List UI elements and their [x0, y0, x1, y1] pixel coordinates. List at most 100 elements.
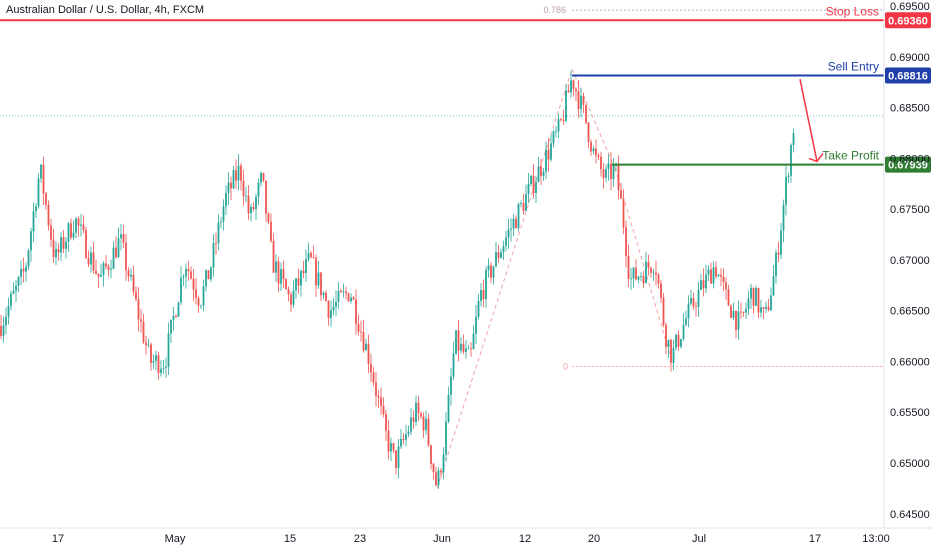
candle-body [447, 394, 450, 422]
candle-body [647, 261, 650, 268]
candle-body [55, 249, 57, 258]
candle-body [180, 277, 182, 303]
candle-body [560, 119, 562, 120]
candle-body [0, 325, 2, 336]
candle-body [237, 165, 240, 181]
candle-body [580, 95, 582, 110]
candle-body [267, 213, 270, 222]
candle-body [380, 397, 382, 406]
candle-body [467, 348, 470, 350]
candle-body [597, 155, 600, 157]
candle-body [525, 193, 527, 211]
candle-body [340, 290, 342, 293]
candle-body [162, 367, 165, 369]
candle-body [442, 454, 445, 473]
candle-body [202, 286, 205, 306]
arrow-shaft [799, 79, 818, 162]
candle-body [390, 443, 392, 452]
candle-body [120, 234, 122, 239]
candle-body [507, 229, 510, 238]
candle-body [52, 239, 55, 258]
price-tick-label: 0.64500 [890, 509, 930, 521]
candle-body [277, 261, 280, 284]
candle-body [107, 266, 110, 270]
candle-body [305, 259, 307, 274]
candle-body [35, 206, 37, 212]
candle-body [550, 143, 552, 160]
candle-body [537, 166, 540, 183]
candle-body [445, 421, 447, 455]
candle-body [675, 334, 677, 348]
candle-body [317, 272, 320, 286]
fib-level-label: 0.786 [543, 5, 566, 15]
candle-body [287, 289, 290, 295]
candle-body [695, 306, 697, 308]
time-axis[interactable]: 17 May 15 23 Jun 12 20 Jul 17 13:00 [52, 533, 890, 545]
candle-body [487, 265, 490, 271]
candle-body [687, 303, 690, 319]
candle-body [85, 230, 87, 259]
candle-body [240, 165, 242, 181]
candle-body [625, 227, 627, 257]
candle-body [152, 360, 155, 363]
candle-body [567, 90, 570, 93]
candle-body [552, 131, 555, 144]
candle-body [555, 131, 557, 133]
candle-body [622, 198, 625, 228]
candle-body [425, 418, 427, 431]
candle-body [370, 364, 372, 373]
candle-body [677, 334, 680, 347]
candle-body [77, 218, 80, 226]
candle-body [262, 172, 265, 181]
candle-body [395, 450, 397, 468]
candle-body [557, 119, 560, 132]
candle-body [405, 434, 407, 440]
candle-body [515, 218, 517, 229]
candle-body [145, 342, 147, 346]
candle-body [207, 270, 210, 280]
candle-body [167, 333, 170, 367]
candle-body [717, 274, 720, 277]
candle-body [410, 417, 412, 432]
candle-body [767, 306, 770, 311]
candle-body [760, 307, 762, 313]
candle-body [787, 175, 790, 177]
candle-body [710, 269, 712, 284]
candle-body [377, 395, 380, 398]
candle-body [422, 416, 425, 431]
candle-body [80, 224, 82, 226]
candle-body [382, 405, 385, 414]
candle-body [300, 270, 302, 286]
candle-body [140, 319, 142, 322]
candle-body [345, 291, 347, 294]
candle-body [250, 206, 252, 214]
candle-body [297, 278, 300, 286]
candle-body [397, 446, 400, 468]
candle-body [750, 287, 752, 299]
candle-body [667, 339, 670, 347]
candle-body [130, 274, 132, 277]
candle-body [50, 225, 52, 240]
candle-body [222, 206, 225, 222]
candle-body [725, 282, 727, 290]
candle-body [235, 170, 237, 181]
price-tick-label: 0.69500 [890, 1, 930, 13]
price-axis[interactable]: 0.69500 0.69000 0.68500 0.68000 0.67500 0.670… [890, 1, 930, 521]
candle-body [350, 297, 352, 302]
candle-body [170, 319, 172, 334]
candle-body [632, 267, 635, 279]
candle-body [325, 292, 327, 302]
candle-body [490, 265, 492, 278]
candle-body [547, 149, 550, 160]
candle-body [342, 291, 345, 293]
candle-body [290, 294, 292, 305]
candle-body [505, 237, 507, 246]
candle-body [605, 169, 607, 178]
candle-body [765, 306, 767, 309]
candle-body [157, 355, 160, 374]
candle-body [690, 297, 692, 304]
candle-body [785, 176, 787, 205]
time-tick-label: 15 [284, 533, 296, 545]
candle-body [440, 470, 442, 473]
